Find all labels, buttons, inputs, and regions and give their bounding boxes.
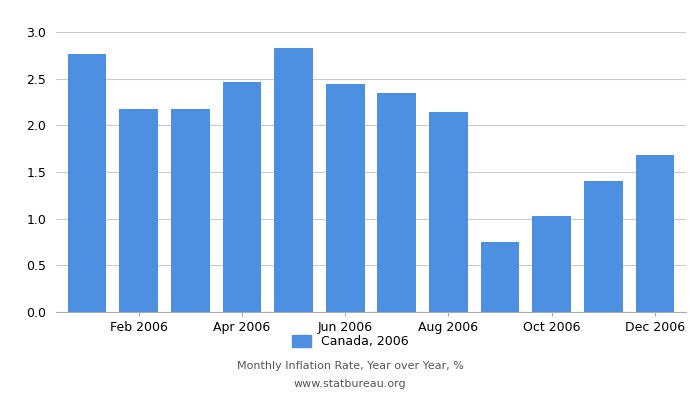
Text: www.statbureau.org: www.statbureau.org xyxy=(294,379,406,389)
Bar xyxy=(584,181,623,312)
Bar xyxy=(429,112,468,312)
Bar xyxy=(326,84,365,312)
Bar xyxy=(171,110,209,312)
Bar xyxy=(377,93,416,312)
Text: Monthly Inflation Rate, Year over Year, %: Monthly Inflation Rate, Year over Year, … xyxy=(237,361,463,371)
Bar xyxy=(481,242,519,312)
Bar xyxy=(636,155,674,312)
Bar xyxy=(68,54,106,312)
Bar xyxy=(119,108,158,312)
Bar xyxy=(533,216,571,312)
Bar xyxy=(223,82,261,312)
Bar xyxy=(274,48,313,312)
Legend: Canada, 2006: Canada, 2006 xyxy=(287,330,413,353)
